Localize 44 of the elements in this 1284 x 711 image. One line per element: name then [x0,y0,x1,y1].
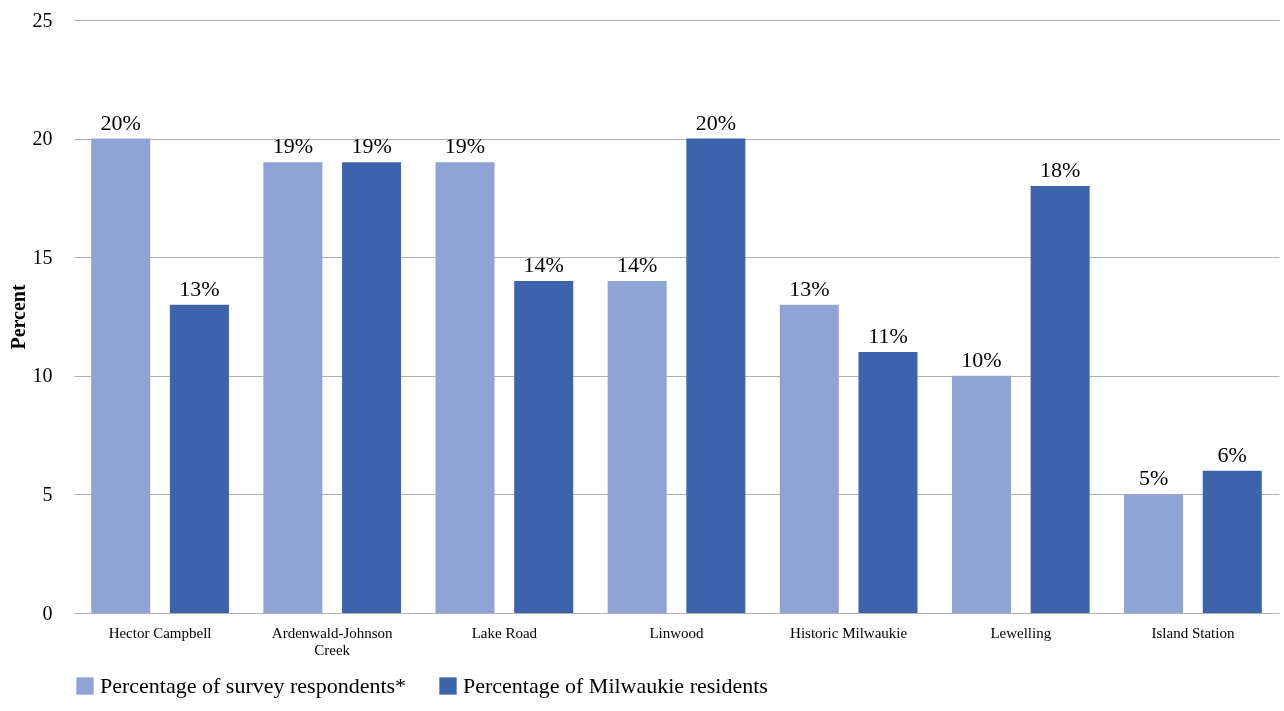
bar [1030,186,1090,613]
y-tick-label: 10 [32,364,53,387]
x-tick-label: Ardenwald-Johnson Creek [271,624,394,658]
data-label: 19% [272,133,314,159]
legend-label: Percentage of survey respondents* [100,673,407,698]
x-tick-label: Lewelling [990,624,1052,641]
data-label: 13% [789,275,830,301]
data-label: 14% [616,251,658,277]
x-tick-label: Historic Milwaukie [790,624,908,641]
x-tick-label: Linwood [649,624,705,641]
bar [779,304,839,613]
x-tick-label: Lake Road [471,624,538,641]
bar [342,162,402,613]
bar [607,280,667,613]
bar [263,162,323,613]
bar [435,162,495,613]
legend-label: Percentage of Milwaukie residents [463,673,768,698]
data-label: 19% [351,133,392,159]
data-label: 13% [179,275,220,301]
data-label: 20% [695,109,737,135]
bar [858,352,918,613]
y-axis-title: Percent [6,284,29,350]
bar [514,280,574,613]
y-tick-label: 25 [32,8,53,31]
y-tick-label: 0 [42,601,53,624]
data-label: 14% [523,251,564,277]
bar [169,304,229,613]
y-tick-label: 15 [32,245,53,268]
data-label: 20% [100,109,141,135]
data-label: 6% [1217,441,1247,467]
data-label: 18% [1039,157,1081,183]
bar [91,138,151,613]
x-tick-label: Hector Campbell [108,624,212,641]
bar [951,375,1011,613]
data-label: 11% [868,323,908,349]
data-label: 10% [961,346,1002,372]
bar [1202,470,1262,613]
bar [686,138,746,613]
data-label: 19% [444,133,486,159]
y-tick-label: 20 [32,127,53,150]
x-tick-label: Island Station [1151,624,1235,641]
bar [1124,494,1184,613]
y-tick-label: 5 [42,482,53,505]
data-label: 5% [1138,465,1169,491]
